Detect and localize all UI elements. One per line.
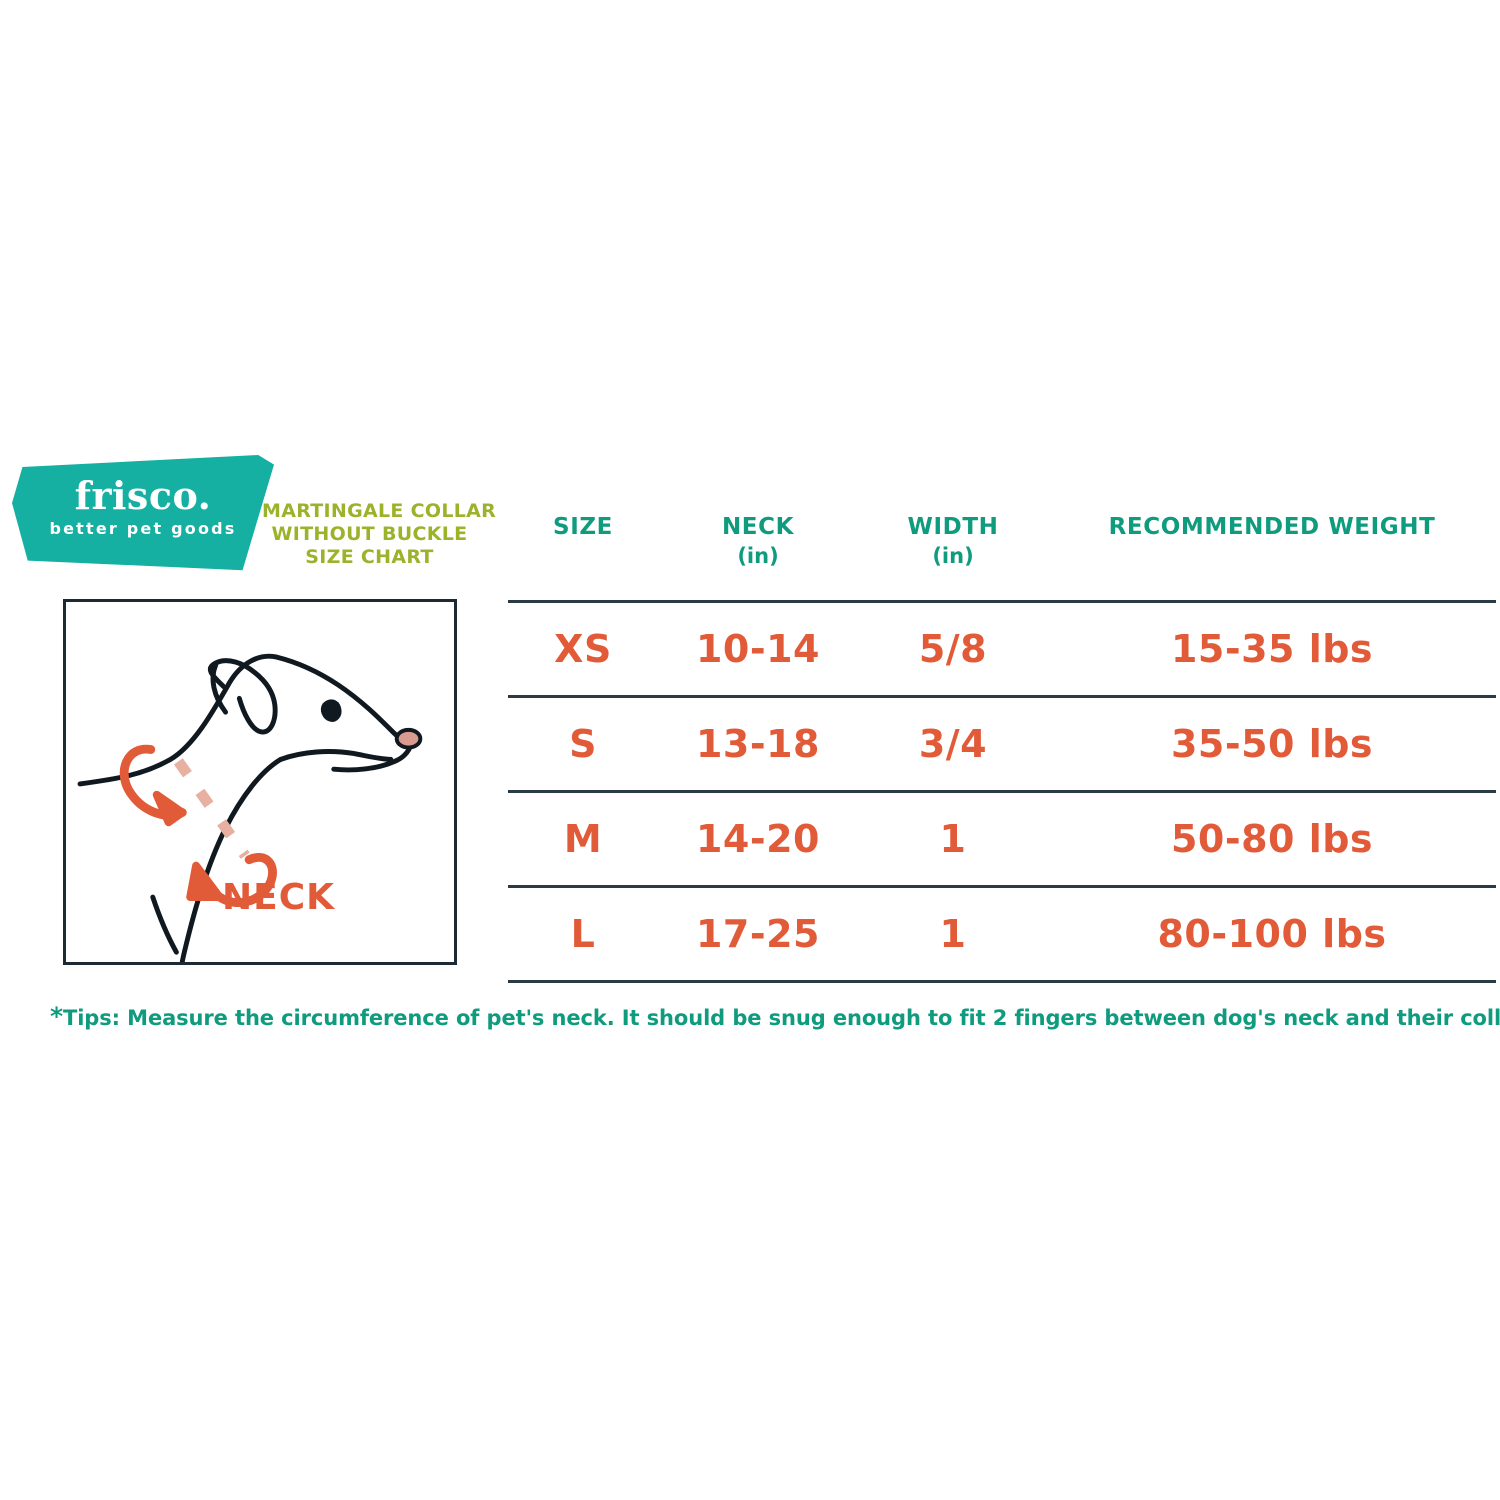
cell-width: 5/8: [918, 627, 988, 671]
title-line-2: WITHOUT BUCKLE: [271, 523, 468, 546]
column-header-size-label: SIZE: [553, 514, 613, 540]
logo-wordmark: frisco.: [74, 473, 212, 518]
table-rule: [508, 885, 1496, 888]
tips-text: Tips: Measure the circumference of pet's…: [62, 1006, 1500, 1030]
column-header-neck: NECK (in): [658, 513, 858, 570]
table-rule: [508, 790, 1496, 793]
cell-weight: 50-80 lbs: [1170, 817, 1374, 861]
title-line-1: MARTINGALE COLLAR: [262, 500, 497, 522]
table-row: M 14-20 1 50-80 lbs: [508, 793, 1496, 885]
column-header-size: SIZE: [508, 513, 658, 543]
logo-tagline: better pet goods: [49, 519, 237, 538]
cell-neck: 13-18: [695, 722, 821, 766]
cell-width: 3/4: [918, 722, 988, 766]
column-header-neck-unit: (in): [737, 543, 779, 568]
frisco-logo: frisco. better pet goods: [12, 455, 274, 575]
table-rule-top: [508, 600, 1496, 603]
column-header-width-label: WIDTH: [907, 514, 999, 540]
table-row: L 17-25 1 80-100 lbs: [508, 888, 1496, 980]
table-rule: [508, 695, 1496, 698]
logo-banner-shape: [12, 455, 274, 571]
column-header-neck-label: NECK: [721, 514, 795, 540]
cell-size: S: [569, 722, 597, 766]
table-header-row: SIZE NECK (in) WIDTH (in) RECOMMENDED WE…: [508, 505, 1496, 600]
measurement-illustration: [63, 599, 457, 965]
column-header-width-unit: (in): [932, 543, 974, 568]
cell-neck: 17-25: [695, 912, 821, 956]
cell-size: L: [570, 912, 596, 956]
dog-profile-icon: [77, 653, 423, 962]
title-line-3: SIZE CHART: [305, 546, 434, 569]
column-header-weight-label: RECOMMENDED WEIGHT: [1108, 514, 1436, 540]
column-header-width: WIDTH (in): [858, 513, 1048, 570]
table-row: S 13-18 3/4 35-50 lbs: [508, 698, 1496, 790]
cell-weight: 35-50 lbs: [1170, 722, 1374, 766]
tips-note: *Tips: Measure the circumference of pet'…: [50, 1004, 1500, 1029]
table-row: XS 10-14 5/8 15-35 lbs: [508, 603, 1496, 695]
size-chart-table: SIZE NECK (in) WIDTH (in) RECOMMENDED WE…: [508, 505, 1496, 983]
cell-neck: 14-20: [695, 817, 821, 861]
page-title: MARTINGALE COLLAR WITHOUT BUCKLE SIZE CH…: [262, 500, 497, 570]
column-header-weight: RECOMMENDED WEIGHT: [1048, 513, 1496, 543]
cell-size: M: [563, 817, 603, 861]
tips-asterisk: *: [50, 1002, 63, 1031]
cell-weight: 80-100 lbs: [1157, 912, 1387, 956]
table-rule-bottom: [508, 980, 1496, 983]
cell-neck: 10-14: [695, 627, 821, 671]
cell-width: 1: [939, 912, 967, 956]
cell-size: XS: [554, 627, 612, 671]
cell-weight: 15-35 lbs: [1170, 627, 1374, 671]
cell-width: 1: [939, 817, 967, 861]
neck-measure-label: NECK: [222, 877, 336, 918]
